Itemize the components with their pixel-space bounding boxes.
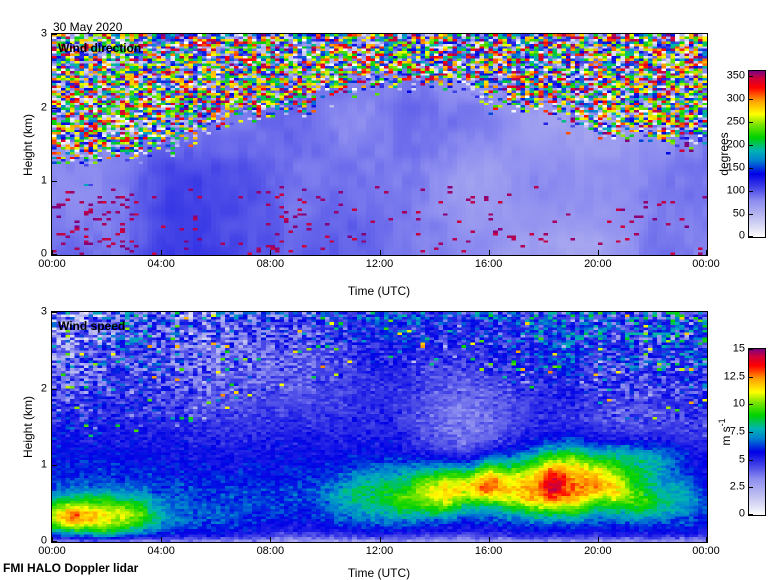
- wind-speed-colorbar-tick: [749, 376, 753, 378]
- wind-speed-colorbar-tick: [749, 432, 753, 433]
- wind-speed-xtick: [488, 537, 490, 542]
- wind-direction-colorbar-ticklabel: 0: [738, 229, 745, 242]
- wind-speed-colorbar-ticklabel: 2.5: [729, 480, 745, 493]
- wind-direction-xticklabel: 00:00: [38, 258, 66, 270]
- wind-speed-colorbar-tick: [749, 349, 753, 350]
- wind-direction-colorbar-tick: [749, 75, 753, 77]
- wind-speed-xticklabel: 00:00: [692, 545, 720, 557]
- wind-direction-ylabel: Height (km): [21, 113, 35, 177]
- wind-speed-xticklabel: 16:00: [474, 545, 503, 557]
- wind-direction-colorbar-ticklabel: 100: [726, 184, 745, 197]
- wind-direction-yticklabel: 2: [40, 101, 47, 114]
- wind-speed-heatmap: [51, 311, 708, 543]
- wind-direction-colorbar-ticklabel: 200: [726, 138, 745, 151]
- wind-direction-xtick: [52, 250, 53, 255]
- wind-speed-yticklabel: 2: [40, 382, 47, 395]
- wind-direction-colorbar-tick: [749, 98, 753, 100]
- wind-direction-xtick: [379, 250, 381, 255]
- wind-speed-colorbar-ticklabel: 10: [732, 397, 745, 410]
- wind-direction-xtick: [597, 250, 599, 255]
- wind-direction-colorbar-tick: [749, 213, 753, 215]
- wind-speed-xticklabel: 20:00: [584, 545, 612, 557]
- wind-direction-colorbar-tick: [749, 144, 753, 146]
- wind-speed-colorbar-ticklabel: 7.5: [729, 425, 745, 438]
- wind-speed-xticklabel: 08:00: [256, 545, 285, 557]
- wind-speed-colorbar-tick: [749, 487, 753, 489]
- wind-direction-yticklabel: 3: [40, 27, 47, 40]
- wind-direction-yticklabel: 1: [40, 174, 47, 187]
- wind-direction-colorbar-tick: [749, 236, 753, 237]
- wind-direction-colorbar-tick: [749, 190, 753, 192]
- wind-direction-xtick: [161, 250, 163, 255]
- wind-speed-xtick: [52, 537, 53, 542]
- wind-speed-yticklabel: 3: [40, 305, 47, 318]
- wind-direction-heatmap: [51, 33, 708, 256]
- wind-direction-colorbar-tick: [749, 121, 753, 123]
- wind-speed-colorbar: [748, 348, 766, 516]
- wind-direction-colorbar-ticklabel: 350: [726, 69, 745, 82]
- wind-direction-xticklabel: 04:00: [147, 258, 175, 270]
- wind-speed-yticklabel: 0: [40, 534, 47, 547]
- wind-direction-colorbar-ticklabel: 250: [726, 115, 745, 128]
- wind-direction-colorbar-tick: [749, 167, 753, 169]
- figure-date-title: 30 May 2020: [53, 20, 123, 34]
- wind-direction-xticklabel: 20:00: [584, 258, 612, 270]
- wind-speed-yticklabel: 1: [40, 458, 47, 471]
- wind-speed-ytick: [52, 312, 57, 313]
- wind-speed-xtick: [270, 537, 272, 542]
- wind-speed-colorbar-ticklabel: 0: [738, 507, 745, 520]
- wind-speed-colorbar-ticklabel: 15: [732, 342, 745, 355]
- wind-speed-ylabel: Height (km): [21, 395, 35, 459]
- wind-direction-colorbar-ticklabel: 300: [726, 92, 745, 105]
- wind-speed-xtick: [379, 537, 381, 542]
- wind-direction-xtick: [488, 250, 490, 255]
- wind-direction-yticklabel: 0: [40, 247, 47, 260]
- wind-direction-xtick: [270, 250, 272, 255]
- wind-speed-xticklabel: 12:00: [365, 545, 394, 557]
- wind-speed-colorbar-tick: [749, 459, 753, 461]
- wind-speed-xtick: [597, 537, 599, 542]
- wind-direction-xtick: [706, 250, 707, 255]
- wind-speed-xtick: [706, 537, 707, 542]
- wind-speed-colorbar-ticklabel: 12.5: [723, 370, 745, 383]
- wind-speed-colorbar-tick: [749, 514, 753, 515]
- wind-direction-ytick: [52, 107, 57, 109]
- wind-speed-ytick: [52, 388, 57, 390]
- wind-direction-xticklabel: 16:00: [474, 258, 503, 270]
- wind-direction-colorbar: [748, 70, 766, 238]
- wind-speed-colorbar-ticklabel: 5: [738, 453, 745, 466]
- wind-direction-xticklabel: 08:00: [256, 258, 285, 270]
- wind-direction-colorbar-ticklabel: 150: [726, 161, 745, 174]
- wind-direction-colorbar-ticklabel: 50: [732, 207, 745, 220]
- wind-direction-xticklabel: 12:00: [365, 258, 394, 270]
- wind-speed-xticklabel: 00:00: [38, 545, 66, 557]
- wind-speed-ytick: [52, 541, 57, 542]
- wind-direction-ytick: [52, 254, 57, 255]
- figure-footer-caption: FMI HALO Doppler lidar: [3, 561, 139, 575]
- wind-direction-xticklabel: 00:00: [692, 258, 720, 270]
- wind-speed-xtick: [161, 537, 163, 542]
- wind-speed-xlabel: Time (UTC): [347, 566, 411, 580]
- wind-speed-colorbar-tick: [749, 404, 753, 406]
- wind-speed-ytick: [52, 465, 57, 467]
- wind-direction-ytick: [52, 181, 57, 183]
- wind-speed-xticklabel: 04:00: [147, 545, 175, 557]
- wind-direction-xlabel: Time (UTC): [347, 284, 411, 298]
- wind-direction-ytick: [52, 34, 57, 35]
